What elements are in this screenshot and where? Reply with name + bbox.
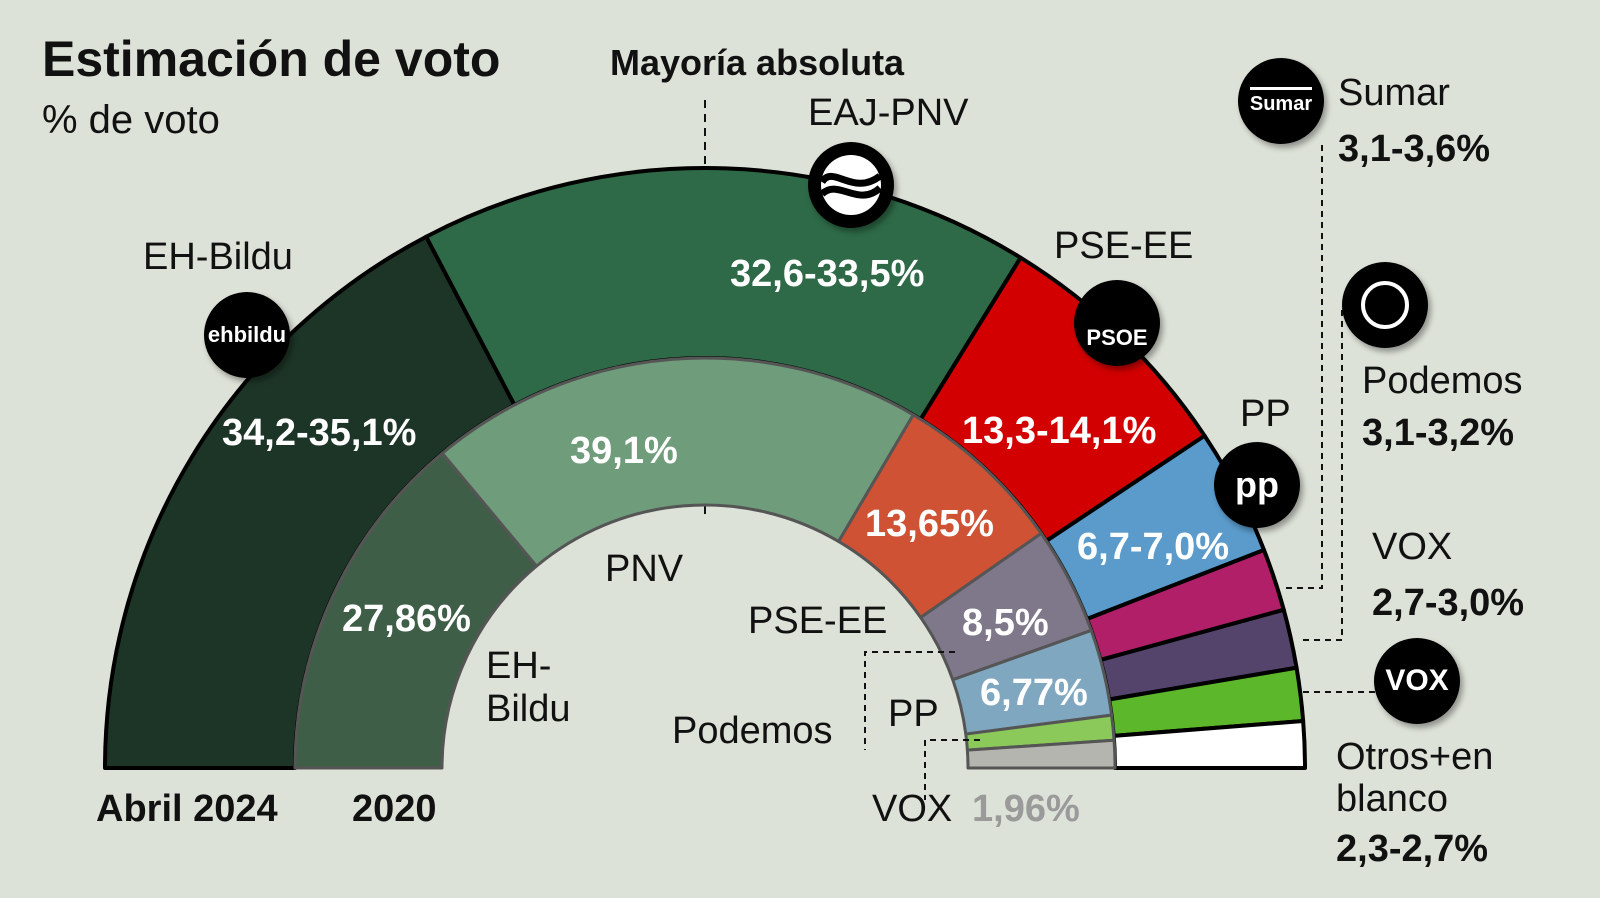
value-sumar: 3,1-3,6%: [1338, 128, 1491, 170]
value-2020-psee: 13,65%: [865, 503, 994, 545]
value-pp: 6,7-7,0%: [1077, 526, 1230, 568]
vox-logo-text: VOX: [1385, 664, 1449, 697]
value-psee: 13,3-14,1%: [962, 410, 1157, 452]
ring-label-2024: Abril 2024: [96, 788, 278, 830]
sumar-logo-icon: Sumar: [1238, 58, 1324, 144]
value-otros: 2,3-2,7%: [1336, 828, 1489, 870]
party-label-ehbildu: EH-Bildu: [143, 236, 293, 278]
value-ehbildu: 34,2-35,1%: [222, 412, 417, 454]
psoe-logo-text: PSOE: [1086, 325, 1148, 350]
party-label-pp: PP: [1240, 393, 1291, 435]
ring-label-2020: 2020: [352, 788, 437, 830]
party-label-psee: PSE-EE: [1054, 225, 1194, 267]
ehbildu-logo-text: ehbildu: [207, 322, 287, 347]
value-2020-vox: 1,96%: [972, 788, 1080, 830]
value-eajpnv: 32,6-33,5%: [730, 253, 925, 295]
podemos-circle-icon: [1361, 281, 1409, 329]
psoe-logo-icon: PSOE: [1074, 280, 1160, 366]
inner-label-pp: PP: [888, 693, 939, 735]
party-label-podemos: Podemos: [1362, 360, 1523, 402]
ehbildu-logo-icon: ehbildu: [204, 292, 290, 378]
party-label-sumar: Sumar: [1338, 72, 1450, 114]
inner-label-psee: PSE-EE: [748, 600, 888, 642]
pp-logo-text: pp: [1235, 464, 1279, 505]
inner-label-ehbildu: EH-: [486, 645, 552, 687]
slice-inner-pnv: [440, 356, 915, 568]
party-label-eajpnv: EAJ-PNV: [808, 92, 969, 134]
inner-label-ehbildu-2: Bildu: [486, 688, 571, 730]
party-label-vox: VOX: [1372, 526, 1453, 568]
podemos-logo-icon: [1342, 262, 1428, 348]
pnv-logo-icon: [808, 142, 894, 228]
vox-logo-icon: VOX: [1374, 638, 1460, 724]
sumar-logo-text: Sumar: [1249, 86, 1313, 116]
value-2020-podemos: 8,5%: [962, 602, 1049, 644]
value-2020-pnv: 39,1%: [570, 430, 678, 472]
inner-label-pnv: PNV: [605, 548, 684, 590]
slice-inner-otros: [965, 738, 1117, 770]
pp-logo-icon: pp: [1214, 442, 1300, 528]
value-2020-pp: 6,77%: [980, 672, 1088, 714]
inner-label-podemos: Podemos: [672, 710, 833, 752]
inner-label-vox: VOX: [872, 788, 953, 830]
value-podemos: 3,1-3,2%: [1362, 412, 1515, 454]
pnv-swirl-icon: [819, 155, 883, 215]
party-label-otros: Otros+en blanco: [1336, 736, 1494, 820]
majority-label: Mayoría absoluta: [610, 42, 905, 83]
chart-subtitle: % de voto: [42, 98, 220, 142]
value-vox: 2,7-3,0%: [1372, 582, 1525, 624]
leader-lines: [864, 145, 1375, 800]
value-2020-ehbildu: 27,86%: [342, 598, 471, 640]
chart-title: Estimación de voto: [42, 31, 501, 87]
